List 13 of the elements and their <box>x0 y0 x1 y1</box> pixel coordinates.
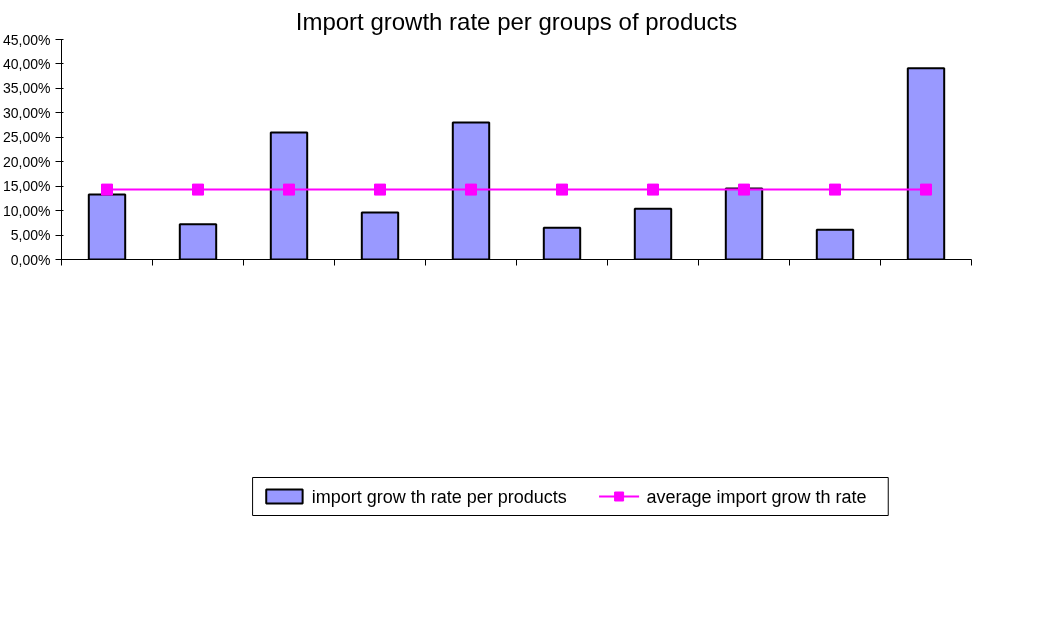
y-tick-label: 40,00% <box>3 55 51 72</box>
y-tick-label: 10,00% <box>3 202 51 219</box>
y-tick-label: 25,00% <box>3 129 51 146</box>
y-tick-label: 0,00% <box>10 251 51 268</box>
legend-label: average import grow th rate <box>646 486 867 507</box>
y-tick-label: 15,00% <box>3 178 51 195</box>
y-tick-label: 35,00% <box>3 80 51 97</box>
y-tick-label: 5,00% <box>10 227 51 244</box>
y-tick-label: 45,00% <box>3 31 51 48</box>
y-tick-label: 20,00% <box>3 153 51 170</box>
legend-label: import grow th rate per products <box>311 486 567 507</box>
y-tick-label: 30,00% <box>3 104 51 121</box>
chart-title: Import growth rate per groups of products <box>295 7 738 35</box>
